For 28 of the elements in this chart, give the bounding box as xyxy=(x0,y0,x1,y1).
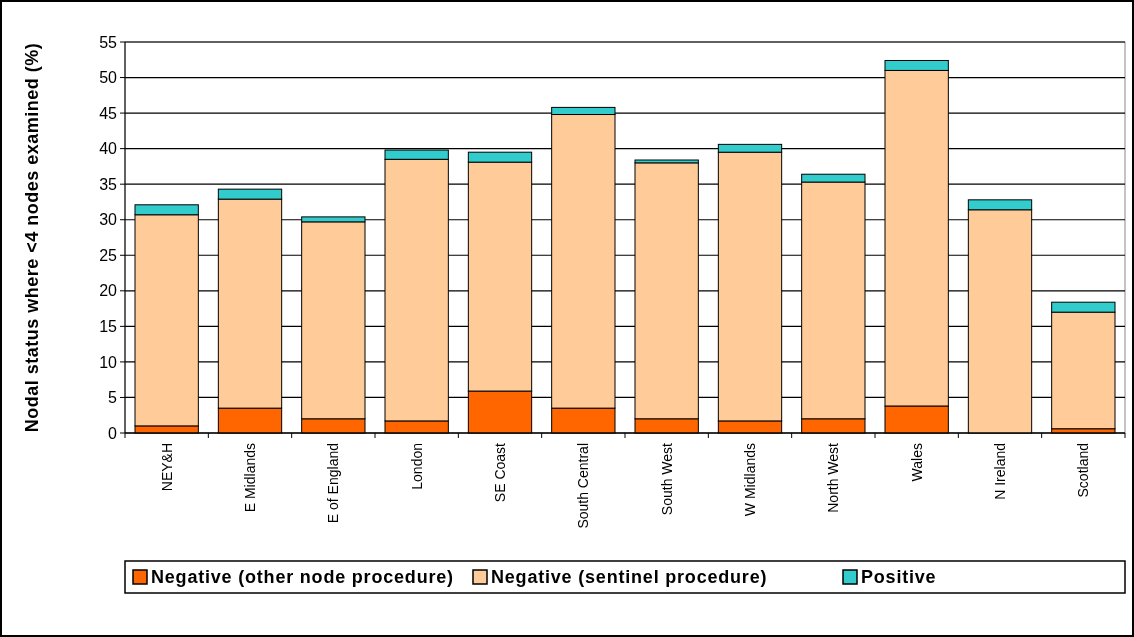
x-tick-label: E of England xyxy=(325,443,342,524)
y-tick-label: 5 xyxy=(108,389,118,407)
x-tick-label: South West xyxy=(658,442,675,516)
y-tick-label: 20 xyxy=(99,282,118,300)
x-tick-label: North West xyxy=(825,442,842,513)
y-axis-title: Nodal status where <4 nodes examined (%) xyxy=(22,42,42,433)
x-tick-label: SE Coast xyxy=(491,442,508,503)
x-tick-label: NEY&H xyxy=(158,443,175,492)
y-tick-label: 45 xyxy=(99,104,118,122)
x-tick-label: Scotland xyxy=(1075,443,1092,498)
x-tick-label: N Ireland xyxy=(991,443,1008,500)
y-tick-label: 25 xyxy=(99,246,118,264)
y-tick-label: 10 xyxy=(99,353,118,371)
y-tick-label: 30 xyxy=(99,211,118,229)
x-tick-label: E Midlands xyxy=(241,443,258,513)
legend-label: Positive xyxy=(861,567,937,588)
x-tick-label: South Central xyxy=(575,443,592,529)
y-tick-label: 0 xyxy=(108,424,118,442)
y-tick-label: 15 xyxy=(99,317,118,335)
y-tick-label: 55 xyxy=(99,33,118,51)
legend-label: Negative (other node procedure) xyxy=(151,567,454,588)
y-tick-label: 40 xyxy=(99,140,118,158)
legend-label: Negative (sentinel procedure) xyxy=(491,567,768,588)
y-tick-label: 35 xyxy=(99,175,118,193)
y-tick-label: 50 xyxy=(99,69,118,87)
x-tick-label: W Midlands xyxy=(741,443,758,517)
x-tick-label: London xyxy=(408,443,425,490)
x-tick-label: Wales xyxy=(908,443,925,482)
